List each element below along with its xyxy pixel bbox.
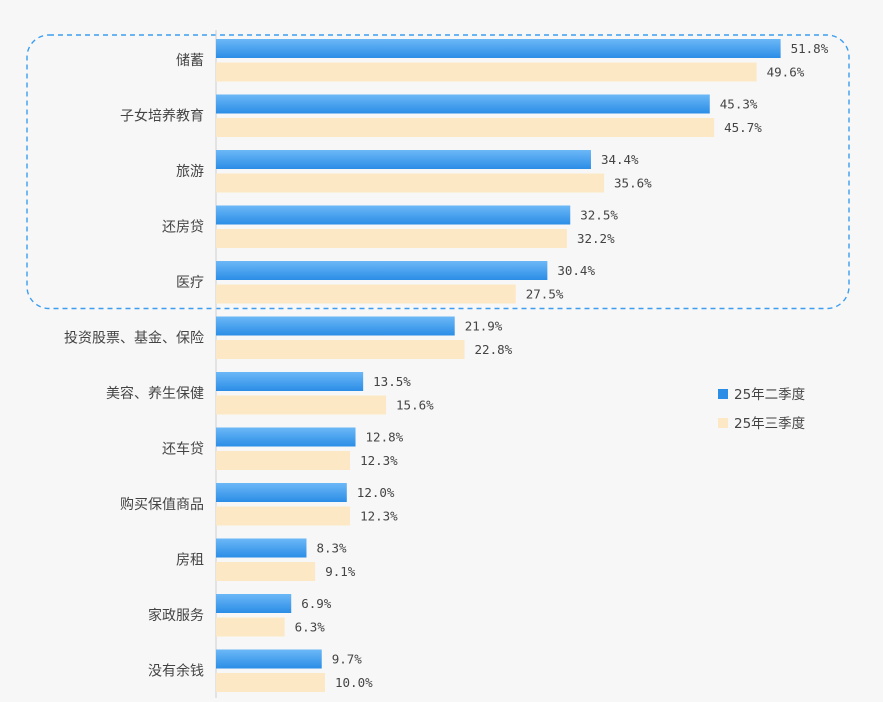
data-label: 12.8% [366,430,404,445]
data-label: 13.5% [373,374,411,389]
legend-swatch-q3 [718,418,728,428]
data-label: 12.3% [360,453,398,468]
bar-q2 [216,205,571,225]
data-label: 32.2% [577,231,615,246]
category-label: 旅游 [176,164,204,180]
category-label: 投资股票、基金、保险 [64,330,204,347]
bar-q2 [216,594,292,613]
bar-q3 [216,673,325,692]
data-label: 35.6% [614,176,652,191]
data-label: 30.4% [557,263,595,278]
bar-q2 [216,538,307,558]
data-label: 51.8% [791,41,829,56]
bar-q3 [216,62,757,82]
bar-q2 [216,94,710,114]
data-label: 27.5% [526,287,564,302]
legend-label-q2: 25年二季度 [734,387,805,403]
data-label: 12.3% [360,509,398,524]
category-label: 房租 [176,553,204,569]
data-label: 6.3% [295,620,326,635]
category-label: 没有余钱 [148,663,204,680]
bar-q2 [216,316,455,336]
data-label: 9.1% [325,564,356,579]
highlight-box [26,34,850,310]
bar-q3 [216,284,516,304]
data-label: 32.5% [580,208,618,223]
data-label: 8.3% [316,541,347,556]
data-label: 34.4% [601,152,639,167]
bar-q3 [216,118,715,137]
bar-q3 [216,395,387,415]
data-label: 22.8% [475,342,513,357]
bar-q2 [216,372,364,391]
bar-q2 [216,483,347,502]
bar-q2 [216,261,548,280]
category-label: 美容、养生保健 [106,385,204,402]
bar-q2 [216,150,591,169]
data-label: 6.9% [301,596,332,611]
bar-q2 [216,427,356,447]
category-label: 医疗 [176,275,204,291]
data-label: 12.0% [357,485,395,500]
legend-label-q3: 25年三季度 [734,416,805,432]
bar-q2 [216,39,781,58]
category-label: 家政服务 [148,607,204,624]
data-label: 49.6% [767,65,805,80]
bar-q3 [216,451,351,470]
bar-q3 [216,229,567,248]
bar-q3 [216,617,285,637]
category-label: 购买保值商品 [120,497,204,513]
bar-q2 [216,649,322,669]
category-label: 还车贷 [162,441,204,458]
data-label: 45.3% [720,97,758,112]
category-label: 还房贷 [162,220,204,236]
legend-swatch-q2 [718,389,728,399]
category-label: 子女培养教育 [120,108,204,125]
data-label: 9.7% [332,652,363,667]
bar-q3 [216,562,316,581]
bar-q3 [216,340,465,359]
bar-q3 [216,173,605,193]
data-label: 15.6% [396,398,434,413]
bar-q3 [216,506,351,526]
category-label: 储蓄 [176,53,204,69]
data-label: 10.0% [335,675,373,690]
data-label: 45.7% [724,120,762,135]
data-label: 21.9% [465,319,503,334]
